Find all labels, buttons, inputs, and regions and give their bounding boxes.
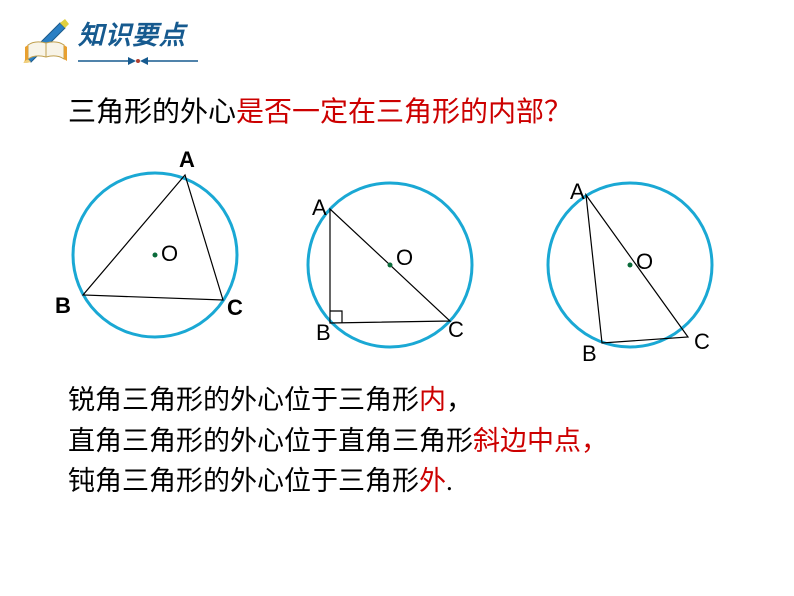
label-B: B xyxy=(582,341,597,367)
label-A: A xyxy=(570,179,585,205)
c3b: 外 xyxy=(419,466,446,496)
c3a: 钝角三角形的外心位于三角形 xyxy=(68,466,419,496)
diagram-acute: A B C O xyxy=(55,155,255,355)
conclusion-line-2: 直角三角形的外心位于直角三角形斜边中点， xyxy=(68,421,608,462)
label-C: C xyxy=(448,317,464,343)
label-A: A xyxy=(179,147,195,173)
diagrams-row: A B C O A B C O A B C xyxy=(55,155,755,365)
label-O: O xyxy=(396,245,413,271)
label-C: C xyxy=(227,295,243,321)
label-O: O xyxy=(636,249,653,275)
conclusion-line-3: 钝角三角形的外心位于三角形外. xyxy=(68,461,608,502)
label-B: B xyxy=(316,320,331,346)
conclusion-line-1: 锐角三角形的外心位于三角形内， xyxy=(68,380,608,421)
title-block: 知识要点 xyxy=(78,15,186,64)
title-underline xyxy=(78,54,178,64)
label-O: O xyxy=(161,241,178,267)
diagram-right: A B C O xyxy=(290,165,490,365)
diagram-obtuse: A B C O xyxy=(530,165,730,375)
page-title: 知识要点 xyxy=(78,15,186,52)
header: 知识要点 xyxy=(20,15,186,64)
c3c: . xyxy=(446,466,453,496)
question-part1: 三角形的外心 xyxy=(68,97,236,128)
label-C: C xyxy=(694,329,710,355)
c1c: ， xyxy=(446,385,473,415)
question-part2: 是否一定在三角形的内部？ xyxy=(236,97,572,128)
label-A: A xyxy=(312,195,327,221)
label-B: B xyxy=(55,293,71,319)
conclusions: 锐角三角形的外心位于三角形内， 直角三角形的外心位于直角三角形斜边中点， 钝角三… xyxy=(68,380,608,502)
book-pencil-icon xyxy=(20,15,72,63)
c2b: 斜边中点， xyxy=(473,426,608,456)
c2a: 直角三角形的外心位于直角三角形 xyxy=(68,426,473,456)
c1b: 内 xyxy=(419,385,446,415)
c1a: 锐角三角形的外心位于三角形 xyxy=(68,385,419,415)
question-text: 三角形的外心是否一定在三角形的内部？ xyxy=(68,90,572,130)
